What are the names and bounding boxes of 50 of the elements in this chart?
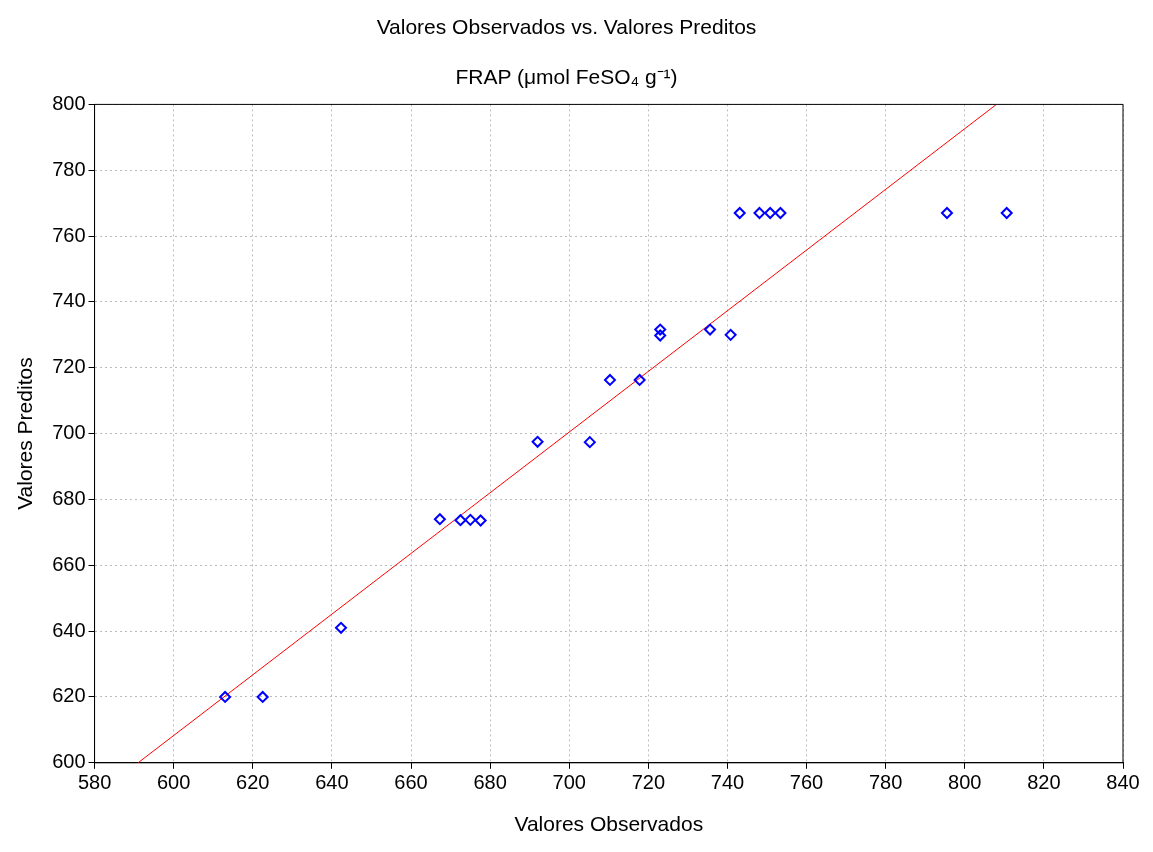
y-tick-label: 620 [52, 684, 86, 707]
x-tick-label: 600 [156, 771, 191, 794]
point [654, 329, 667, 342]
point [774, 207, 787, 220]
x-axis-title: Valores Observados [514, 812, 704, 836]
x-tick-label: 720 [631, 771, 666, 794]
y-tick-label: 740 [52, 289, 86, 312]
point [256, 690, 269, 703]
point [764, 207, 777, 220]
point [474, 514, 487, 527]
x-tick-label: 760 [789, 771, 824, 794]
point [654, 323, 667, 336]
x-tick-label: 640 [315, 771, 349, 794]
y-tick-label: 700 [52, 421, 86, 444]
point [1000, 207, 1013, 220]
point [603, 373, 616, 386]
y-tick-label: 800 [52, 91, 86, 114]
x-tick-label: 620 [236, 771, 270, 794]
x-tick-label: 740 [710, 771, 745, 794]
x-tick-label: 700 [552, 771, 586, 794]
y-tick-label: 680 [52, 486, 86, 509]
point [583, 436, 596, 449]
point [464, 513, 477, 526]
y-tick-label: 720 [52, 355, 86, 378]
x-tick-label: 800 [948, 771, 982, 794]
chart-subtitle: FRAP (μmol FeSO₄ g⁻¹) [455, 64, 678, 88]
point [433, 513, 446, 526]
point [633, 373, 646, 386]
point [531, 435, 544, 448]
x-tick-label: 820 [1027, 771, 1061, 794]
point [219, 690, 232, 703]
x-tick-label: 840 [1106, 771, 1140, 794]
chart-title: Valores Observados vs. Valores Preditos [376, 15, 757, 39]
x-tick-label: 780 [868, 771, 903, 794]
y-tick-label: 600 [52, 750, 86, 773]
x-tick-label: 660 [394, 771, 428, 794]
y-tick-label: 640 [52, 618, 86, 641]
point [335, 621, 347, 634]
y-tick-label: 780 [52, 157, 86, 180]
point [454, 514, 467, 527]
point [940, 207, 953, 220]
point [733, 207, 746, 220]
point [724, 328, 737, 341]
y-tick-label: 760 [52, 223, 86, 246]
y-axis-title: Valores Preditos [13, 357, 37, 510]
y-tick-label: 660 [52, 552, 86, 575]
point [704, 323, 717, 336]
x-tick-label: 580 [77, 771, 112, 794]
x-tick-label: 680 [473, 771, 507, 794]
point [753, 207, 766, 220]
